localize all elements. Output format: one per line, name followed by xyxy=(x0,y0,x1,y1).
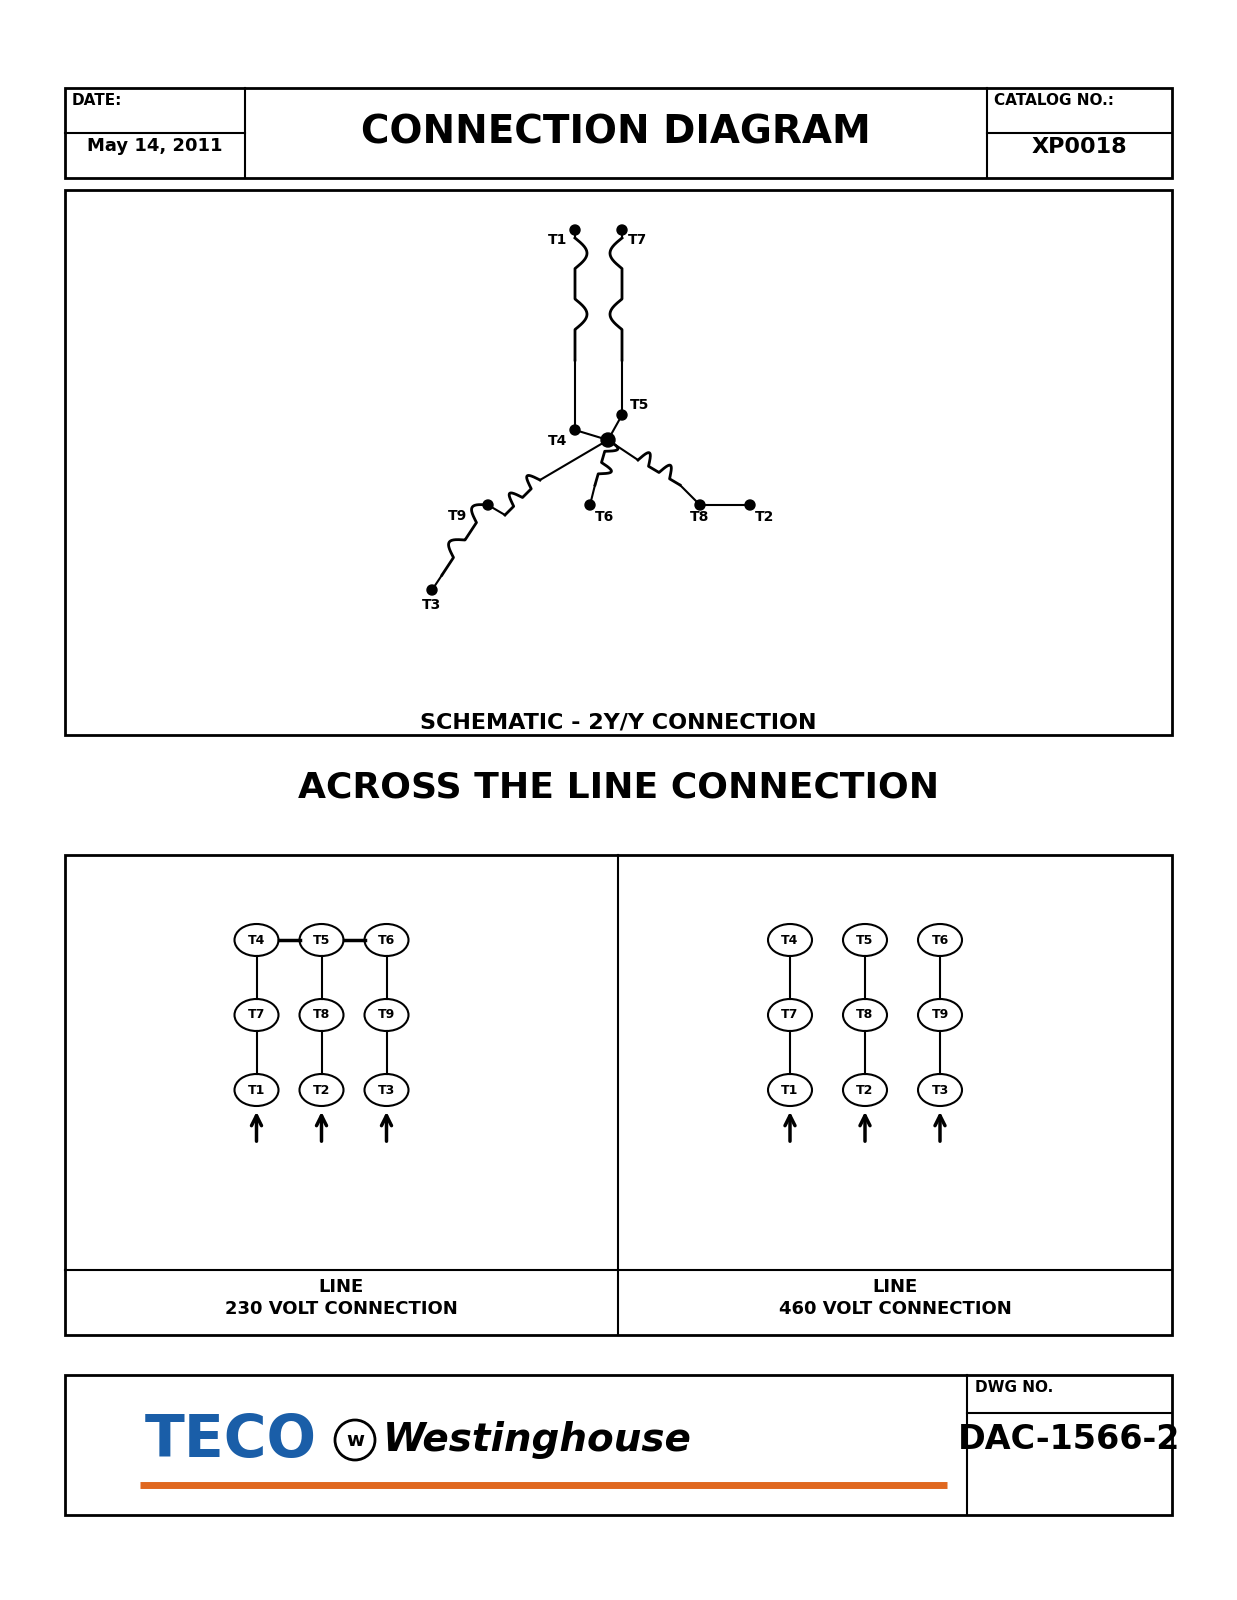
Text: LINE: LINE xyxy=(319,1278,364,1296)
Text: SCHEMATIC - 2Y/Y CONNECTION: SCHEMATIC - 2Y/Y CONNECTION xyxy=(421,714,816,733)
Text: T4: T4 xyxy=(548,434,567,448)
Circle shape xyxy=(427,586,437,595)
Bar xyxy=(66,1374,1171,1515)
Text: CATALOG NO.:: CATALOG NO.: xyxy=(995,93,1115,109)
Text: T6: T6 xyxy=(931,933,949,947)
Circle shape xyxy=(617,410,627,419)
Text: T6: T6 xyxy=(377,933,395,947)
Text: DWG NO.: DWG NO. xyxy=(975,1379,1053,1395)
Text: T7: T7 xyxy=(247,1008,265,1021)
Circle shape xyxy=(570,426,580,435)
Text: CONNECTION DIAGRAM: CONNECTION DIAGRAM xyxy=(361,114,871,152)
Text: T2: T2 xyxy=(856,1083,873,1096)
Text: DATE:: DATE: xyxy=(72,93,122,109)
Bar xyxy=(66,190,1171,734)
Bar xyxy=(66,88,1171,178)
Text: 460 VOLT CONNECTION: 460 VOLT CONNECTION xyxy=(778,1299,1012,1318)
Text: T2: T2 xyxy=(755,510,774,525)
Text: T9: T9 xyxy=(377,1008,395,1021)
Text: T3: T3 xyxy=(931,1083,949,1096)
Text: T5: T5 xyxy=(313,933,330,947)
Text: T7: T7 xyxy=(628,234,647,246)
Text: ACROSS THE LINE CONNECTION: ACROSS THE LINE CONNECTION xyxy=(298,770,939,803)
Text: T5: T5 xyxy=(856,933,873,947)
Circle shape xyxy=(695,499,705,510)
Text: LINE: LINE xyxy=(872,1278,918,1296)
Circle shape xyxy=(601,434,615,446)
Circle shape xyxy=(585,499,595,510)
Text: T8: T8 xyxy=(856,1008,873,1021)
Text: DAC-1566-2: DAC-1566-2 xyxy=(959,1422,1180,1456)
Text: T1: T1 xyxy=(548,234,567,246)
Text: T8: T8 xyxy=(313,1008,330,1021)
Text: Westinghouse: Westinghouse xyxy=(383,1421,691,1459)
Text: T3: T3 xyxy=(422,598,442,611)
Text: 230 VOLT CONNECTION: 230 VOLT CONNECTION xyxy=(225,1299,458,1318)
Circle shape xyxy=(570,226,580,235)
Text: T4: T4 xyxy=(247,933,265,947)
Circle shape xyxy=(617,226,627,235)
Text: T6: T6 xyxy=(595,510,615,525)
Text: T9: T9 xyxy=(931,1008,949,1021)
Text: T3: T3 xyxy=(377,1083,395,1096)
Text: T1: T1 xyxy=(247,1083,265,1096)
Text: T1: T1 xyxy=(782,1083,799,1096)
Circle shape xyxy=(482,499,494,510)
Text: XP0018: XP0018 xyxy=(1032,138,1127,157)
Text: TECO: TECO xyxy=(145,1411,317,1469)
Text: T4: T4 xyxy=(782,933,799,947)
Text: T7: T7 xyxy=(782,1008,799,1021)
Circle shape xyxy=(745,499,755,510)
Bar xyxy=(66,854,1171,1334)
Text: May 14, 2011: May 14, 2011 xyxy=(88,138,223,155)
Text: T9: T9 xyxy=(448,509,468,523)
Text: w: w xyxy=(346,1430,364,1450)
Text: T8: T8 xyxy=(690,510,710,525)
Text: T2: T2 xyxy=(313,1083,330,1096)
Text: T5: T5 xyxy=(630,398,649,411)
